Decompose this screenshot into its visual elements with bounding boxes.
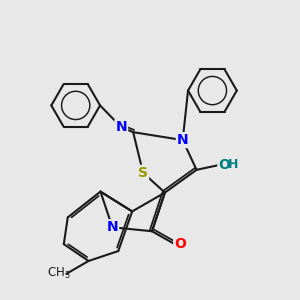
Text: N: N <box>116 120 127 134</box>
Text: O: O <box>218 158 230 172</box>
Text: N: N <box>177 133 188 147</box>
Text: H: H <box>227 158 238 171</box>
Text: S: S <box>138 166 148 180</box>
Text: N: N <box>106 220 118 234</box>
Text: O: O <box>174 237 186 251</box>
Text: CH$_3$: CH$_3$ <box>47 266 71 281</box>
